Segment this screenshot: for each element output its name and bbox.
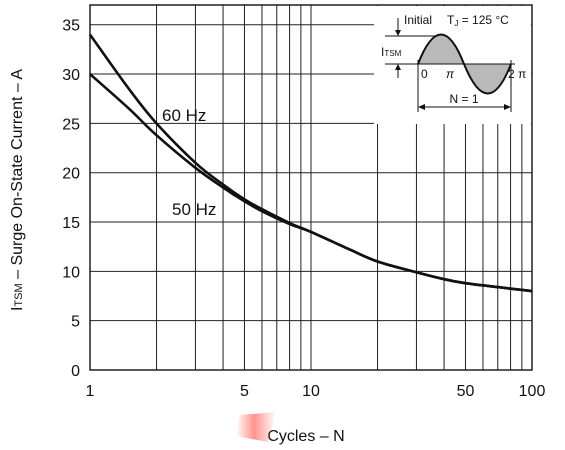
inset-n-arrow-left bbox=[418, 104, 425, 110]
inset-arrowhead-up bbox=[395, 64, 401, 70]
series-label-50hz: 50 Hz bbox=[172, 200, 216, 219]
y-tick-label: 35 bbox=[62, 18, 80, 35]
inset-itsm-i: I bbox=[381, 45, 384, 59]
plot-frame bbox=[89, 4, 533, 371]
y-tick-label: 15 bbox=[62, 215, 80, 232]
inset-itsm-sub: TSM bbox=[384, 49, 401, 58]
y-tick-label: 30 bbox=[62, 67, 80, 84]
y-tick-label: 5 bbox=[71, 314, 80, 331]
y-axis-title-rest: – Surge On-State Current – A bbox=[9, 69, 26, 284]
y-axis-title-sub: TSM bbox=[13, 283, 25, 306]
inset-initial-label: Initial bbox=[404, 13, 432, 27]
inset-two-pi-label: 2 π bbox=[508, 67, 526, 81]
x-tick-label: 1 bbox=[86, 383, 95, 400]
y-tick-label: 20 bbox=[62, 166, 80, 183]
x-tick-label: 50 bbox=[457, 383, 475, 400]
series-label-60hz: 60 Hz bbox=[162, 106, 206, 125]
inset-n-arrow-right bbox=[504, 104, 511, 110]
x-axis-title: Cycles – N bbox=[267, 428, 344, 445]
inset-tj-t: T bbox=[447, 13, 455, 27]
x-tick-label: 100 bbox=[519, 383, 546, 400]
y-tick-label: 10 bbox=[62, 264, 80, 281]
x-tick-label: 10 bbox=[302, 383, 320, 400]
inset-pi-label: π bbox=[446, 67, 455, 81]
y-axis-title: ITSM – Surge On-State Current – A bbox=[9, 69, 26, 311]
waveform-inset: Initial TJ = 125 °C ITSM 0 π 2 π N = 1 bbox=[374, 6, 531, 124]
inset-n-label: N = 1 bbox=[449, 92, 478, 106]
series-curves bbox=[88, 33, 533, 293]
x-tick-label: 5 bbox=[240, 383, 249, 400]
y-tick-label: 25 bbox=[62, 116, 80, 133]
y-axis-title-i: I bbox=[9, 307, 26, 311]
inset-tj-value: = 125 °C bbox=[458, 13, 509, 27]
inset-tj-label: TJ = 125 °C bbox=[447, 13, 509, 28]
y-tick-label: 0 bbox=[71, 363, 80, 380]
inset-tj-sub: J bbox=[454, 19, 458, 28]
inset-arrowhead-down bbox=[395, 30, 401, 36]
series-line-50hz bbox=[89, 73, 533, 293]
inset-sine-wave bbox=[417, 33, 512, 95]
inset-zero-label: 0 bbox=[421, 67, 428, 81]
inset-itsm-label: ITSM bbox=[381, 45, 402, 59]
